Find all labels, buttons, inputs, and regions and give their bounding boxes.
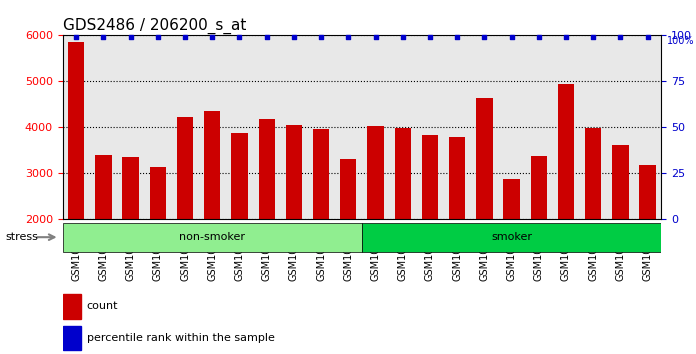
Point (261, 34, 272, 40)
Bar (150, 167, 166, 219)
Bar (63, 326, 81, 350)
Bar (585, 128, 601, 219)
Bar (612, 145, 628, 219)
Bar (503, 179, 520, 219)
Point (452, 34, 463, 40)
Bar (122, 157, 139, 219)
Point (180, 34, 191, 40)
Point (125, 34, 136, 40)
Bar (340, 159, 356, 219)
Bar (204, 111, 221, 219)
Point (207, 34, 218, 40)
FancyBboxPatch shape (362, 223, 661, 251)
Point (533, 34, 544, 40)
Bar (68, 42, 84, 219)
Text: count: count (86, 301, 118, 311)
Bar (640, 165, 656, 219)
Point (479, 34, 490, 40)
Point (288, 34, 299, 40)
Point (642, 34, 653, 40)
Point (315, 34, 326, 40)
Bar (449, 137, 466, 219)
Text: non-smoker: non-smoker (180, 232, 245, 242)
Text: GDS2486 / 206200_s_at: GDS2486 / 206200_s_at (63, 18, 246, 34)
Text: percentile rank within the sample: percentile rank within the sample (86, 333, 274, 343)
Point (615, 34, 626, 40)
Bar (422, 135, 438, 219)
Bar (63, 294, 81, 319)
Bar (286, 125, 302, 219)
FancyBboxPatch shape (63, 223, 362, 251)
Point (506, 34, 517, 40)
Point (560, 34, 571, 40)
Text: stress: stress (5, 232, 38, 242)
Bar (258, 119, 275, 219)
Bar (530, 155, 547, 219)
Point (342, 34, 354, 40)
Bar (395, 128, 411, 219)
Bar (231, 133, 248, 219)
Point (152, 34, 164, 40)
Bar (177, 117, 193, 219)
Point (425, 34, 436, 40)
Bar (313, 129, 329, 219)
Text: 100%: 100% (667, 36, 695, 46)
Text: smoker: smoker (491, 232, 532, 242)
Point (71, 34, 82, 40)
Point (98, 34, 109, 40)
Point (234, 34, 245, 40)
Bar (476, 97, 493, 219)
Bar (557, 84, 574, 219)
Point (370, 34, 381, 40)
Point (397, 34, 409, 40)
Bar (367, 126, 383, 219)
Point (587, 34, 599, 40)
Bar (95, 155, 111, 219)
